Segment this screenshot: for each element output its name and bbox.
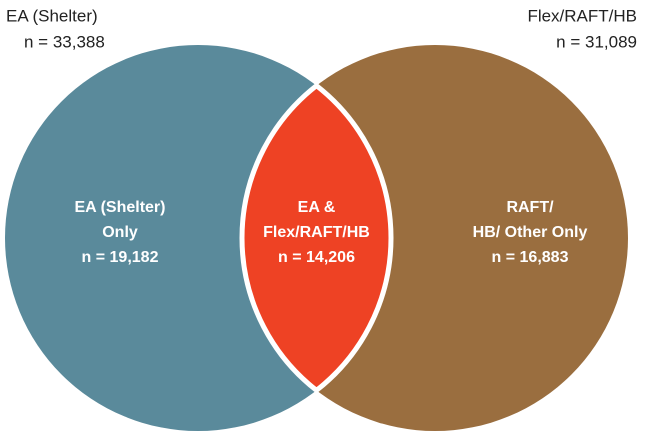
region-label: Only <box>102 224 138 241</box>
region-label: RAFT/ <box>506 199 554 216</box>
region-label: n = 16,883 <box>492 249 569 266</box>
set-label: EA (Shelter) <box>6 6 98 25</box>
region-label: n = 19,182 <box>82 249 159 266</box>
region-label: EA & <box>298 199 336 216</box>
set-count: n = 33,388 <box>24 32 105 51</box>
region-label: n = 14,206 <box>278 249 355 266</box>
region-label: HB/ Other Only <box>473 224 588 241</box>
intersection <box>239 82 394 394</box>
region-label: Flex/RAFT/HB <box>263 224 370 241</box>
set-count: n = 31,089 <box>556 32 637 51</box>
set-label: Flex/RAFT/HB <box>527 6 637 25</box>
region-label: EA (Shelter) <box>75 199 166 216</box>
